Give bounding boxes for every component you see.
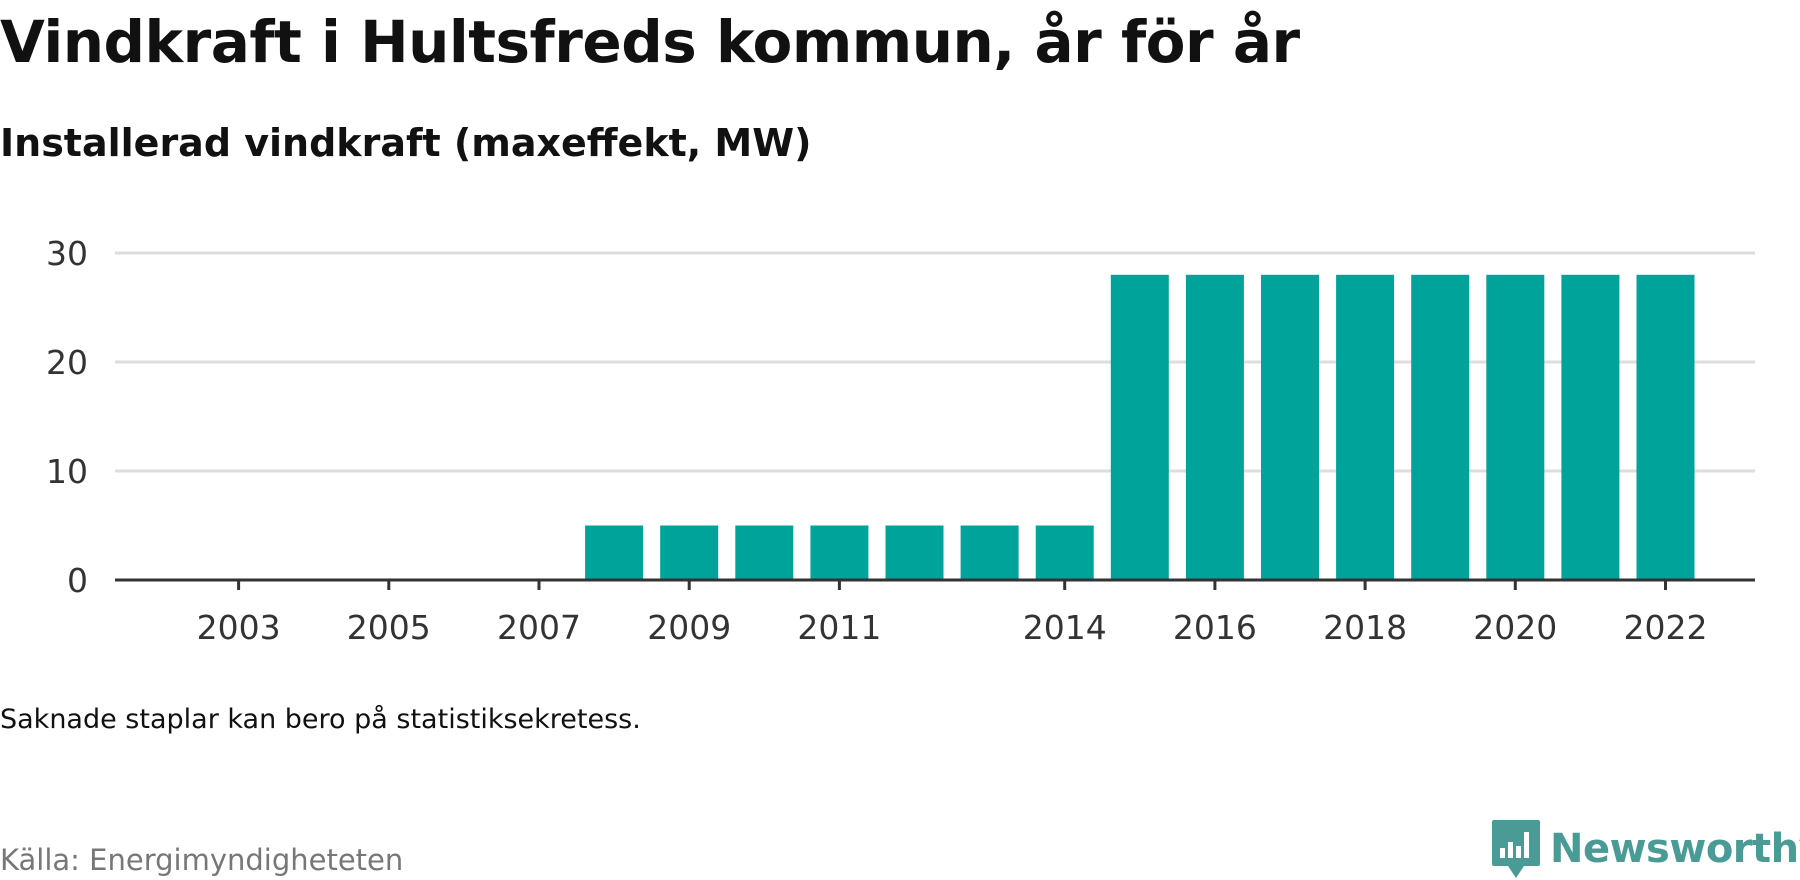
bar [585, 525, 644, 580]
bar [1561, 274, 1620, 580]
bar-chart: 0 10 20 30 2003 2005 2007 2009 2011 2014 2016 2018… [46, 234, 1755, 647]
source-credit: Källa: Energimyndigheteten [0, 843, 404, 877]
x-tick-label: 2014 [1023, 608, 1107, 647]
bar [960, 525, 1019, 580]
x-tick-label: 2016 [1173, 608, 1257, 647]
x-tick-label: 2011 [797, 608, 881, 647]
bar [1035, 525, 1094, 580]
y-tick-label: 30 [46, 234, 88, 273]
chart-title: Vindkraft i Hultsfreds kommun, år för år [0, 8, 1300, 76]
gridlines [115, 251, 1755, 473]
bar [1411, 274, 1470, 580]
newsworthy-logo: Newsworthy [1490, 818, 1800, 880]
chart-subtitle: Installerad vindkraft (maxeffekt, MW) [0, 121, 812, 165]
x-tick-label: 2005 [347, 608, 431, 647]
x-tick-label: 2020 [1473, 608, 1557, 647]
x-tick-label: 2009 [647, 608, 731, 647]
brand-name: Newsworthy [1550, 826, 1800, 872]
x-tick-label: 2018 [1323, 608, 1407, 647]
bars [585, 274, 1695, 580]
bar [1636, 274, 1695, 580]
bar [735, 525, 794, 580]
y-tick-label: 10 [46, 452, 88, 491]
newsworthy-logo-icon [1492, 820, 1540, 878]
footnote: Saknade staplar kan bero på statistiksek… [0, 704, 641, 735]
x-tick-label: 2007 [497, 608, 581, 647]
bar [660, 525, 719, 580]
x-tick-label: 2022 [1624, 608, 1708, 647]
bar [1261, 274, 1319, 580]
bar [1185, 274, 1244, 580]
y-tick-label: 20 [46, 343, 88, 382]
bar [1336, 274, 1395, 580]
bar [1110, 274, 1169, 580]
bar [810, 525, 869, 580]
y-axis-ticks: 0 10 20 30 [46, 234, 88, 600]
x-tick-label: 2003 [197, 608, 281, 647]
bar [885, 525, 944, 580]
y-tick-label: 0 [67, 561, 88, 600]
x-axis-ticks: 2003 2005 2007 2009 2011 2014 2016 2018 2020 2022 [197, 580, 1708, 647]
bar [1486, 274, 1545, 580]
